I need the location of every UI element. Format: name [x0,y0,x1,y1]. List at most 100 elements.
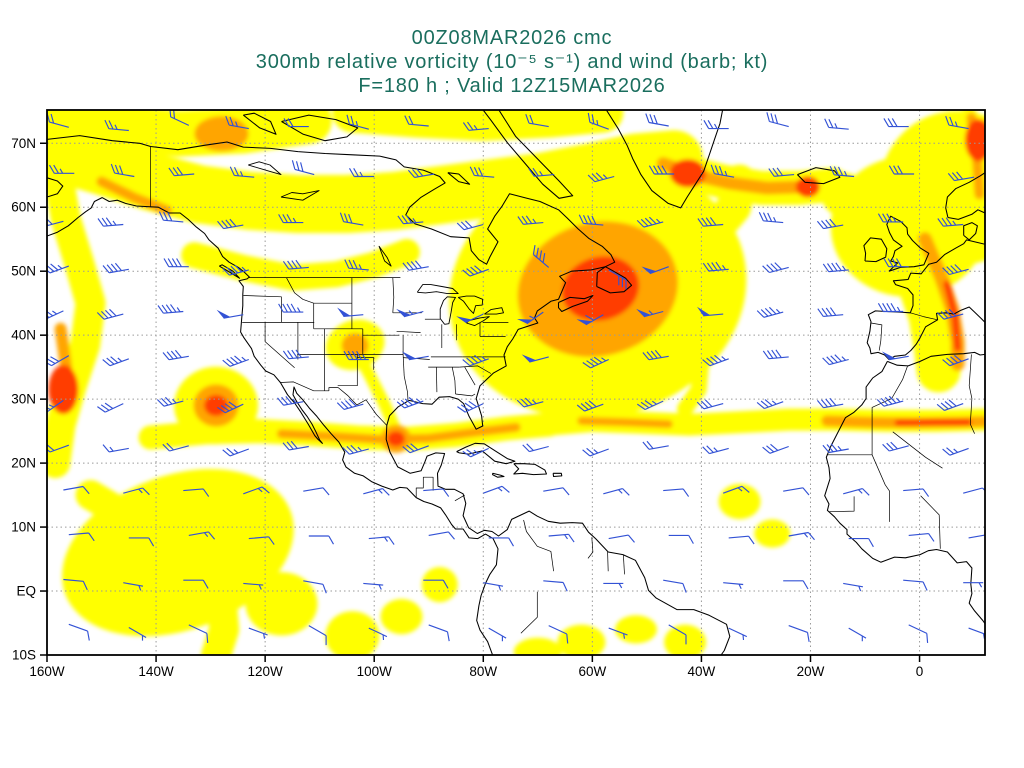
wind-barb [582,447,609,457]
wind-barbs [47,110,985,646]
barb-staff [528,167,555,177]
barb-staff [532,245,550,268]
vorticity-blob-l1 [62,469,294,637]
barb-staff [888,355,909,361]
wind-barb [342,444,369,455]
barb-staff [303,580,327,594]
wind-barb [642,349,669,361]
barb-staff [756,306,784,318]
barb-staff [903,488,930,497]
barb-staff [123,582,144,591]
wind-barb [521,354,549,363]
wind-barb [303,487,330,496]
wind-barb [222,355,249,367]
wind-barb [642,440,669,450]
barb-staff [162,442,189,452]
wind-barb [936,399,964,411]
wind-barb [456,313,484,324]
barb-staff [483,485,510,494]
wind-barb [816,397,844,409]
barb-staff [822,443,849,454]
wind-barb [404,115,429,127]
coastline-path [47,177,64,198]
x-tick-label: 20W [797,664,825,679]
barb-staff [697,217,724,227]
wind-barb [483,485,510,494]
wind-barb [47,218,64,227]
wind-barb [788,531,815,541]
vorticity-blob-l3 [669,159,706,188]
barb-staff [217,401,244,414]
y-tick-label: 10S [12,648,36,663]
coastline-path [557,294,594,313]
wind-barb [162,349,189,361]
barb-staff [488,537,514,547]
barb-staff [968,534,985,539]
political-border [403,376,409,400]
wind-barb [456,220,484,231]
wind-barb [282,259,309,270]
barb-staff [543,487,570,496]
y-tick-label: 70N [11,136,36,151]
wind-barb [548,533,575,543]
wind-barb [936,308,964,320]
barb-pennant [517,319,533,324]
x-tick-label: 100W [357,664,393,679]
wind-barb [522,443,549,453]
vorticity-band-l1 [47,160,106,479]
barb-staff [603,488,630,496]
barb-staff [428,531,455,540]
barb-staff [428,624,450,642]
barb-staff [822,354,849,366]
wind-barb [587,172,615,183]
barb-staff [277,396,304,406]
barb-staff [102,356,129,367]
coastline-path [219,264,241,279]
wind-barb [128,627,147,641]
wind-barb [110,163,135,178]
wind-barb [877,213,904,223]
barb-staff [703,313,724,317]
barb-staff [158,211,184,223]
wind-barb [188,624,209,643]
chart-title-line1: 00Z08MAR2026 cmc [411,27,613,49]
barb-staff [702,354,729,367]
barb-staff [587,172,615,183]
barb-staff [407,168,435,178]
wind-barb [663,579,687,593]
barb-staff [423,579,449,589]
barb-staff [643,310,664,318]
barb-staff [104,119,129,132]
x-tick-label: 140W [138,664,174,679]
vorticity-blob-l1 [325,611,380,655]
barb-staff [668,534,694,544]
wind-barb [428,624,450,642]
wind-barb [788,625,810,642]
wind-barb [766,112,789,128]
barb-staff [883,118,909,128]
barb-staff [402,260,429,271]
coastline-path [605,110,724,209]
wind-barb [942,264,969,276]
wind-barb [47,444,69,453]
coastline-path [447,172,471,185]
wind-barb [824,118,849,130]
wind-barb [702,261,729,272]
barb-staff [908,533,935,542]
barb-staff [162,349,189,361]
barb-staff [703,120,729,130]
wind-barb [947,171,975,182]
coastline-path [492,472,505,478]
wind-barb [397,214,424,225]
wind-barb [282,349,309,360]
barb-staff [343,314,364,317]
coastline-path [242,112,277,135]
barb-staff [308,535,334,545]
wind-barb [423,488,450,497]
barb-staff [723,582,744,590]
wind-barb [282,440,309,451]
wind-barb [346,114,369,130]
barb-staff [397,214,424,225]
barb-staff [243,486,270,495]
wind-barb [63,578,88,591]
